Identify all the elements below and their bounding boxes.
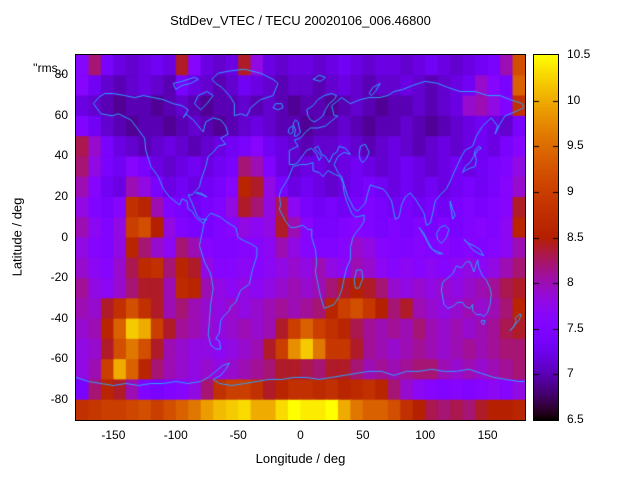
- colorbar-canvas: [534, 55, 558, 420]
- y-tick-label: 40: [54, 148, 68, 163]
- x-tick-label: -100: [163, 428, 188, 442]
- colorbar-tick-label: 6.5: [567, 412, 584, 426]
- chart-title: StdDev_VTEC / TECU 20020106_006.46800: [170, 13, 431, 28]
- y-tick-label: 20: [54, 188, 68, 203]
- y-tick-label: -60: [50, 351, 68, 366]
- colorbar: [533, 54, 559, 421]
- y-tick-label: 80: [54, 67, 68, 82]
- x-tick-label: 150: [477, 428, 498, 442]
- x-tick-label: -50: [229, 428, 247, 442]
- x-tick-label: -150: [101, 428, 126, 442]
- x-tick-label: 50: [356, 428, 370, 442]
- colorbar-tick-label: 7: [567, 366, 574, 381]
- x-axis-label: Longitude / deg: [255, 451, 346, 466]
- overlay-label: ''rms_: [33, 61, 65, 75]
- y-tick-label: -80: [50, 391, 68, 406]
- x-tick-label: 100: [415, 428, 436, 442]
- y-tick-label: -40: [50, 310, 68, 325]
- y-tick-label: 0: [61, 229, 68, 244]
- colorbar-tick-label: 8: [567, 275, 574, 290]
- plot-area: [75, 54, 526, 421]
- colorbar-tick-label: 9: [567, 183, 574, 198]
- colorbar-tick-label: 7.5: [567, 320, 584, 335]
- colorbar-tick-label: 10: [567, 92, 581, 107]
- x-tick-label: 0: [297, 428, 304, 442]
- heatmap-canvas: [76, 55, 525, 420]
- y-tick-label: 60: [54, 107, 68, 122]
- colorbar-tick-label: 8.5: [567, 229, 584, 244]
- colorbar-tick-label: 9.5: [567, 138, 584, 153]
- colorbar-tick-label: 10.5: [567, 47, 591, 61]
- y-tick-label: -20: [50, 270, 68, 285]
